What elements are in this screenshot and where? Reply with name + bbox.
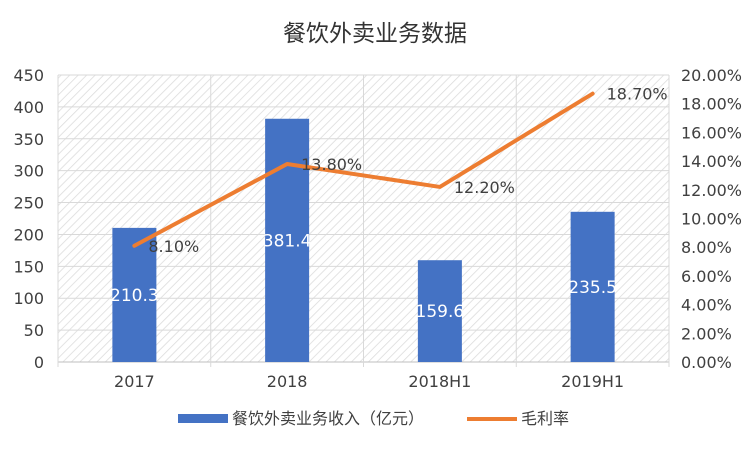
y-right-tick-label: 4.00% [681, 296, 732, 315]
bar-series [112, 118, 615, 362]
x-tick-label: 2018H1 [408, 372, 471, 391]
legend-line-label: 毛利率 [521, 409, 569, 428]
legend: 餐饮外卖业务收入（亿元） 毛利率 [178, 409, 569, 428]
y-right-tick-label: 6.00% [681, 267, 732, 286]
bar-2017 [112, 227, 157, 362]
x-tick-label: 2019H1 [561, 372, 624, 391]
bar-data-label: 381.4 [263, 231, 312, 251]
line-data-label: 12.20% [454, 178, 515, 197]
y-left-tick-label: 200 [13, 225, 44, 244]
y-left-tick-label: 0 [34, 353, 44, 372]
legend-bar-swatch [178, 414, 228, 423]
y-right-tick-label: 10.00% [681, 210, 742, 229]
chart-title: 餐饮外卖业务数据 [283, 21, 467, 47]
x-tick-marks [57, 75, 670, 367]
legend-bar-label: 餐饮外卖业务收入（亿元） [232, 409, 424, 428]
y-left-tick-label: 300 [13, 162, 44, 181]
line-data-label: 18.70% [607, 85, 668, 104]
bar-2018H1 [417, 260, 462, 362]
y-right-tick-label: 12.00% [681, 181, 742, 200]
bar-2018 [265, 118, 310, 362]
y-left-tick-label: 250 [13, 194, 44, 213]
y-axis-left-labels: 0 50 100 150 200 250 300 350 400 450 [13, 66, 44, 372]
line-series [132, 91, 595, 248]
gross-margin-line [132, 91, 595, 248]
y-left-tick-label: 400 [13, 98, 44, 117]
bar-2019H1 [570, 211, 615, 362]
y-left-tick-label: 50 [24, 321, 44, 340]
y-right-tick-label: 18.00% [681, 95, 742, 114]
bar-data-labels: 210.3 381.4 159.6 235.5 [110, 231, 617, 322]
line-data-label: 8.10% [148, 237, 199, 256]
y-left-tick-label: 100 [13, 289, 44, 308]
y-right-tick-label: 8.00% [681, 238, 732, 257]
y-right-tick-label: 0.00% [681, 353, 732, 372]
y-right-tick-label: 16.00% [681, 123, 742, 142]
x-tick-label: 2017 [114, 372, 155, 391]
y-axis-right-labels: 0.00% 2.00% 4.00% 6.00% 8.00% 10.00% 12.00% 14.… [681, 66, 742, 372]
y-right-tick-label: 20.00% [681, 66, 742, 85]
x-axis-labels: 2017 2018 2018H1 2019H1 [114, 372, 624, 391]
y-left-tick-label: 450 [13, 66, 44, 85]
line-data-label: 13.80% [301, 155, 362, 174]
bar-data-label: 235.5 [568, 278, 617, 298]
y-right-tick-label: 14.00% [681, 152, 742, 171]
y-left-tick-label: 350 [13, 130, 44, 149]
y-right-tick-label: 2.00% [681, 324, 732, 343]
bar-data-label: 159.6 [416, 302, 465, 322]
line-data-labels: 8.10% 13.80% 12.20% 18.70% [148, 85, 667, 256]
bar-data-label: 210.3 [110, 286, 159, 306]
x-tick-label: 2018 [267, 372, 308, 391]
y-left-tick-label: 150 [13, 257, 44, 276]
